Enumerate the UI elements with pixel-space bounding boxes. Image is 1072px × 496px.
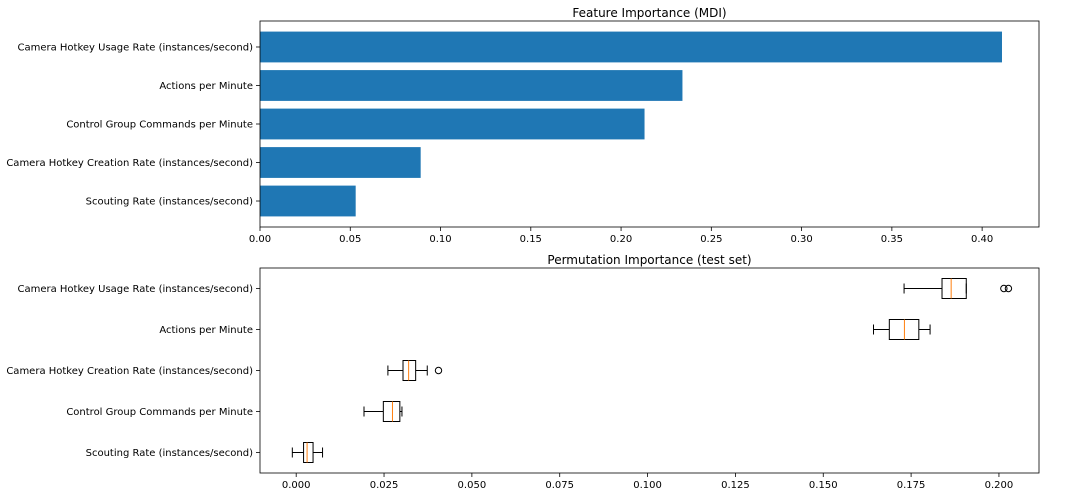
box [941,278,967,299]
flier-point [1000,284,1008,293]
axes-frame [259,267,1040,474]
x-tick-label: 0.000 [282,480,311,491]
x-tick-label: 0.00 [249,234,271,245]
x-tick-label: 0.25 [700,234,722,245]
y-tick-label: Control Group Commands per Minute [66,407,253,418]
box [303,442,314,463]
y-tick-label: Scouting Rate (instances/second) [86,197,253,208]
bar [260,147,421,178]
permutation-box-chart: Camera Hotkey Usage Rate (instances/seco… [6,267,1040,491]
x-tick-label: 0.30 [790,234,812,245]
bar [260,70,683,101]
box [402,360,417,381]
y-tick-label: Camera Hotkey Creation Rate (instances/s… [6,158,253,169]
bar [260,185,356,217]
x-tick-label: 0.35 [881,234,903,245]
chart-title-permutation: Permutation Importance (test set) [547,253,751,267]
x-tick-label: 0.10 [429,234,451,245]
x-tick-label: 0.125 [721,480,750,491]
flier-point [434,366,443,375]
y-tick-label: Control Group Commands per Minute [66,120,253,131]
flier-point [1004,284,1013,293]
x-tick-label: 0.200 [985,480,1014,491]
bar [260,31,1002,63]
y-tick-label: Scouting Rate (instances/second) [86,448,253,459]
x-tick-label: 0.175 [897,480,926,491]
y-tick-label: Camera Hotkey Usage Rate (instances/seco… [17,284,253,295]
y-tick-label: Camera Hotkey Usage Rate (instances/seco… [17,42,253,53]
x-tick-label: 0.20 [610,234,632,245]
axes-frame [259,20,1040,228]
y-tick-label: Actions per Minute [159,325,253,336]
x-tick-label: 0.025 [370,480,399,491]
x-tick-label: 0.150 [809,480,838,491]
y-tick-label: Actions per Minute [159,81,253,92]
y-tick-label: Camera Hotkey Creation Rate (instances/s… [6,366,253,377]
x-tick-label: 0.15 [520,234,542,245]
x-tick-label: 0.075 [545,480,574,491]
x-tick-label: 0.050 [458,480,487,491]
bar [260,108,645,140]
box [382,401,401,422]
x-tick-label: 0.100 [633,480,662,491]
chart-title-mdi: Feature Importance (MDI) [572,6,726,20]
mdi-bar-chart: Camera Hotkey Usage Rate (instances/seco… [6,20,1040,245]
x-tick-label: 0.40 [971,234,993,245]
x-tick-label: 0.05 [339,234,361,245]
